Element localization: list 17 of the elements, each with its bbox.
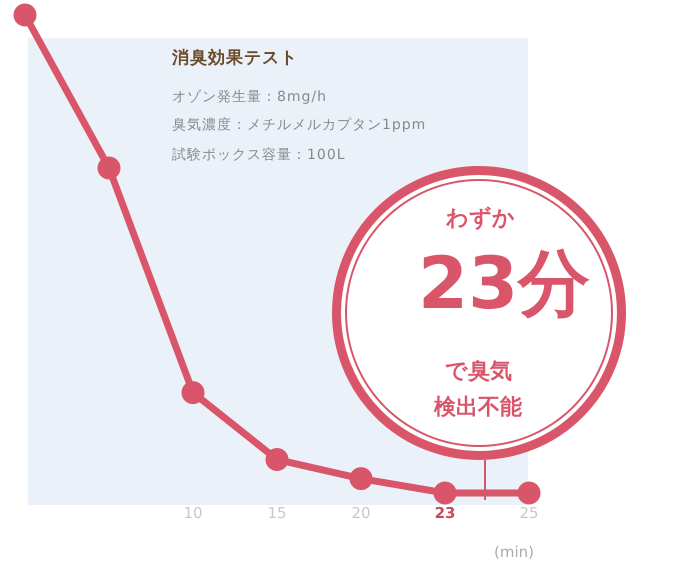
annotation: 検出不能 <box>434 394 522 422</box>
x-axis-title: (min) <box>494 543 534 561</box>
point <box>266 448 288 472</box>
annotation: わずか <box>446 205 515 233</box>
annotation: 試験ボックス容量：100L <box>172 146 346 164</box>
point <box>434 482 456 504</box>
point <box>518 482 540 504</box>
point <box>98 156 120 180</box>
point <box>182 381 204 404</box>
annotation: で臭気 <box>445 358 512 386</box>
point <box>14 4 36 26</box>
x-tick-label: 23 <box>434 504 456 522</box>
point <box>350 467 372 490</box>
text: 消臭効果テスト <box>172 47 298 69</box>
annotation: 臭気濃度：メチルメルカプタン1ppm <box>172 116 426 134</box>
annotation: オゾン発生量：8mg/h <box>172 88 328 106</box>
annotation: 23分 <box>418 240 590 327</box>
